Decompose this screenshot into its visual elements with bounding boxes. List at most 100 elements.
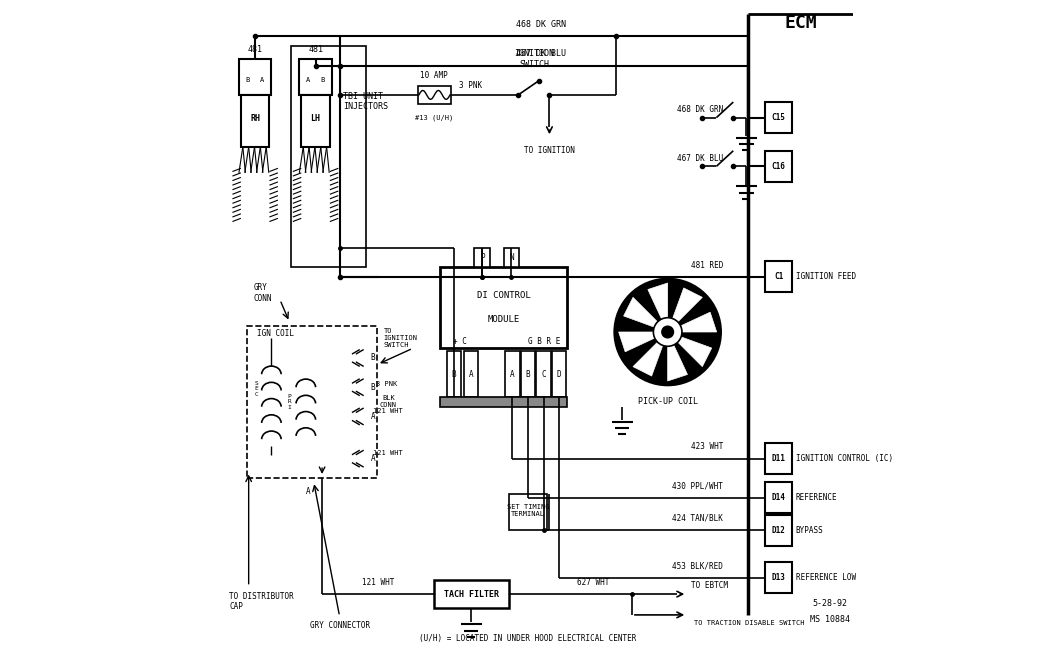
Text: 481 RED: 481 RED [691, 260, 723, 270]
Bar [766, 514, 792, 546]
Polygon shape [624, 298, 662, 329]
Text: GRY
CONN: GRY CONN [253, 283, 272, 303]
Polygon shape [667, 339, 687, 381]
Text: REFERENCE LOW: REFERENCE LOW [795, 573, 855, 582]
Text: B: B [526, 370, 530, 379]
Bar [521, 352, 535, 397]
Text: BYPASS: BYPASS [795, 525, 824, 534]
Bar [509, 494, 547, 530]
Text: + C: + C [453, 337, 467, 346]
Text: 430 PPL/WHT: 430 PPL/WHT [672, 482, 723, 490]
Text: 5-28-92: 5-28-92 [812, 599, 848, 608]
Text: PICK-UP COIL: PICK-UP COIL [638, 397, 698, 406]
Text: 467 DK BLU: 467 DK BLU [677, 154, 723, 163]
Text: C16: C16 [772, 162, 786, 171]
Text: B: B [320, 77, 324, 83]
Bar [447, 352, 461, 397]
Text: C15: C15 [772, 113, 786, 122]
Text: A: A [469, 370, 473, 379]
Bar [766, 102, 792, 133]
Text: C: C [542, 370, 546, 379]
Bar [536, 352, 551, 397]
Text: 121 WHT: 121 WHT [374, 450, 403, 456]
Bar [474, 247, 490, 267]
Text: #13 (U/H): #13 (U/H) [415, 115, 453, 121]
Bar [241, 95, 269, 147]
Circle shape [654, 318, 682, 346]
Text: GRY CONNECTOR: GRY CONNECTOR [309, 621, 370, 630]
Bar [417, 86, 451, 104]
Text: REFERENCE: REFERENCE [795, 493, 837, 502]
Text: A: A [371, 412, 375, 421]
Bar [552, 352, 566, 397]
Text: 3 PNK: 3 PNK [376, 381, 398, 387]
Text: IGN COIL: IGN COIL [257, 329, 295, 339]
Text: 3 PNK: 3 PNK [459, 81, 483, 90]
Text: TO TRACTION DISABLE SWITCH: TO TRACTION DISABLE SWITCH [694, 620, 805, 626]
Text: 468 DK GRN: 468 DK GRN [677, 105, 723, 115]
Polygon shape [675, 312, 717, 332]
Text: D14: D14 [772, 493, 786, 502]
Bar [504, 247, 520, 267]
Text: TO DISTRIBUTOR
CAP: TO DISTRIBUTOR CAP [229, 592, 294, 611]
Circle shape [662, 326, 674, 338]
Bar [766, 562, 792, 593]
Bar [766, 261, 792, 292]
Text: DI CONTROL: DI CONTROL [476, 291, 530, 300]
Text: D12: D12 [772, 525, 786, 534]
Text: A: A [510, 370, 514, 379]
Text: IGNITION CONTROL (IC): IGNITION CONTROL (IC) [795, 454, 892, 463]
Text: TACH FILTER: TACH FILTER [444, 590, 498, 599]
Bar [766, 482, 792, 513]
Text: B: B [452, 370, 456, 379]
Text: B: B [245, 77, 249, 83]
Text: P
R
I: P R I [287, 393, 291, 410]
Text: MS 10884: MS 10884 [810, 615, 850, 624]
Text: B: B [371, 353, 375, 363]
Text: P: P [479, 253, 485, 262]
Circle shape [615, 279, 721, 385]
Text: A: A [305, 487, 310, 495]
Bar [766, 443, 792, 475]
Polygon shape [633, 337, 665, 376]
Text: 467 DK BLU: 467 DK BLU [516, 49, 566, 59]
Text: TBI UNIT
INJECTORS: TBI UNIT INJECTORS [343, 92, 388, 111]
Text: TO EBTCM: TO EBTCM [692, 581, 729, 590]
Text: B: B [371, 383, 375, 392]
Text: 627 WHT: 627 WHT [577, 578, 609, 587]
Text: C1: C1 [774, 272, 784, 281]
Text: N: N [509, 253, 513, 262]
Text: SET TIMING
TERMINAL: SET TIMING TERMINAL [507, 504, 549, 517]
Text: 10 AMP: 10 AMP [420, 71, 448, 80]
Text: D11: D11 [772, 454, 786, 463]
Text: TO
IGNITION
SWITCH: TO IGNITION SWITCH [383, 329, 418, 348]
Text: G B R E: G B R E [528, 337, 561, 346]
Polygon shape [673, 335, 712, 367]
Bar [464, 352, 478, 397]
Text: (U/H) = LOCATED IN UNDER HOOD ELECTRICAL CENTER: (U/H) = LOCATED IN UNDER HOOD ELECTRICAL… [419, 634, 637, 643]
Bar [239, 59, 271, 95]
Polygon shape [619, 332, 661, 352]
Text: 468 DK GRN: 468 DK GRN [516, 20, 566, 29]
Bar [440, 267, 567, 348]
Bar [434, 580, 509, 608]
Text: A: A [260, 77, 264, 83]
Bar [766, 151, 792, 182]
Text: 121 WHT: 121 WHT [374, 408, 403, 414]
Text: 121 WHT: 121 WHT [362, 578, 394, 587]
Bar [440, 397, 567, 407]
Text: S
E
C: S E C [254, 381, 259, 397]
Text: IGNITION FEED: IGNITION FEED [795, 272, 855, 281]
Bar [301, 95, 329, 147]
Bar [290, 46, 365, 267]
Text: LH: LH [310, 115, 321, 124]
Text: RH: RH [250, 115, 260, 124]
Bar [505, 352, 520, 397]
Text: D13: D13 [772, 573, 786, 582]
Text: BLK
CONN: BLK CONN [380, 395, 397, 408]
Text: 423 WHT: 423 WHT [691, 443, 723, 452]
Text: A: A [305, 77, 309, 83]
Text: TO IGNITION: TO IGNITION [524, 146, 574, 154]
Bar [299, 59, 332, 95]
Text: D: D [557, 370, 562, 379]
